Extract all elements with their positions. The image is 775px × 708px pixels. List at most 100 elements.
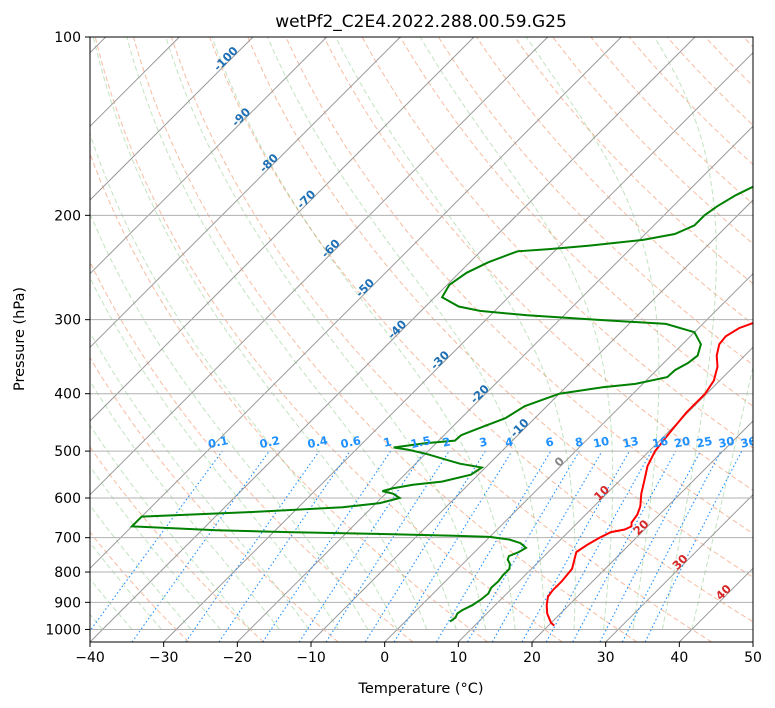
- mixing-ratio-label: 1.5: [409, 433, 432, 451]
- dry-adiabat: [90, 356, 339, 642]
- x-tick-label: 30: [597, 650, 615, 666]
- x-tick-label: 0: [380, 650, 389, 666]
- y-tick-label: 400: [54, 387, 81, 403]
- isotherm-line: [90, 37, 549, 496]
- mixing-ratio-line: [467, 450, 580, 642]
- y-tick-label: 600: [54, 491, 81, 507]
- mixing-ratio-label: 0.2: [258, 433, 281, 451]
- dewpoint-profile: [129, 185, 753, 623]
- mixing-ratio-label: 25: [695, 434, 714, 451]
- y-tick-label: 900: [54, 595, 81, 611]
- mixing-ratio-label: 6: [544, 435, 555, 450]
- moist-adiabat: [126, 37, 457, 630]
- y-tick-label: 300: [54, 313, 81, 329]
- plot-frame: [89, 36, 754, 643]
- mixing-ratio-line: [218, 450, 351, 642]
- temperature-profile: [545, 321, 753, 627]
- isotherm-line: [605, 493, 753, 642]
- isotherm-line: [90, 37, 328, 275]
- mixing-ratio-label: 2: [441, 435, 452, 450]
- x-tick-label: −10: [296, 650, 326, 666]
- moist-adiabat: [165, 37, 487, 630]
- dry-adiabat: [209, 37, 753, 623]
- mixing-ratio-line: [572, 450, 677, 642]
- y-tick-label: 200: [54, 208, 81, 224]
- isotherm-line: [90, 37, 696, 642]
- moist-adiabat: [90, 504, 192, 630]
- moist-adiabat: [653, 37, 717, 630]
- mixing-ratio-label: 20: [673, 434, 692, 451]
- x-axis-title: Temperature (°C): [357, 681, 483, 697]
- moist-adiabat: [90, 424, 251, 630]
- isotherm-line: [90, 37, 475, 422]
- mixing-ratio-line: [491, 450, 603, 642]
- isotherm-line: [384, 272, 753, 642]
- mixing-ratio-label: 0.1: [207, 433, 230, 451]
- mixing-ratio-label: 13: [621, 434, 640, 451]
- mixing-ratio-line: [435, 450, 552, 642]
- x-tick-label: 20: [523, 650, 541, 666]
- sounding-profiles: [129, 185, 753, 627]
- dry-adiabat: [285, 37, 753, 535]
- mixing-ratio-line: [90, 450, 223, 632]
- mixing-ratio-line: [185, 450, 320, 642]
- y-axis: 100 200 300 400 500 600 700 800 900 1000: [45, 30, 90, 638]
- x-tick-label: 10: [449, 650, 467, 666]
- dry-adiabat: [90, 531, 190, 642]
- mixing-ratio-label: 1: [382, 434, 393, 449]
- mixing-ratio-label: 8: [574, 435, 585, 450]
- y-tick-label: 800: [54, 565, 81, 581]
- x-axis: −40 −30 −20 −10 0 10 20 30 40 50: [75, 642, 762, 666]
- isotherm-line: [90, 37, 401, 349]
- x-tick-label: −30: [149, 650, 179, 666]
- y-tick-label: 700: [54, 531, 81, 547]
- dry-adiabat: [171, 37, 712, 642]
- y-tick-label: 100: [54, 30, 81, 46]
- x-tick-label: 40: [670, 650, 688, 666]
- mixing-ratio-line: [521, 450, 630, 642]
- isotherm-line: [163, 51, 753, 642]
- mixing-ratio-line: [545, 450, 653, 642]
- mixing-ratio-label: 0.6: [339, 433, 362, 451]
- y-tick-label: 500: [54, 444, 81, 460]
- mixing-ratio-label: 36: [739, 434, 758, 451]
- dry-adiabat: [552, 37, 753, 245]
- isotherm-line: [457, 346, 753, 642]
- dry-adiabat: [323, 37, 753, 491]
- y-axis-title: Pressure (hPa): [12, 287, 28, 391]
- x-tick-label: −40: [75, 650, 105, 666]
- isotherm-line: [310, 199, 753, 642]
- moist-adiabat: [525, 37, 660, 630]
- isotherm-line: [90, 37, 254, 201]
- mixing-ratio-line: [364, 450, 486, 642]
- x-tick-label: −20: [223, 650, 253, 666]
- mixing-ratio-label: 30: [717, 434, 736, 451]
- dry-adiabat: [94, 37, 563, 642]
- dry-adiabat: [90, 260, 414, 642]
- dry-adiabat: [399, 37, 753, 407]
- moist-adiabat: [419, 37, 614, 630]
- moist-adiabat: [335, 37, 576, 630]
- dry-adiabat: [437, 37, 753, 366]
- isotherm-line: [236, 125, 753, 642]
- y-tick-label: 1000: [45, 622, 81, 638]
- mixing-ratio-label: 16: [651, 434, 670, 451]
- mixing-ratio-label: 10: [592, 434, 611, 451]
- dry-adiabat: [247, 37, 753, 578]
- isotherm-line: [90, 37, 622, 570]
- dry-adiabat: [476, 37, 753, 325]
- dry-adiabat: [590, 37, 753, 205]
- moist-adiabat: [90, 465, 221, 630]
- mixing-ratio-label: 4: [504, 435, 515, 450]
- mixing-ratio-line: [131, 450, 270, 642]
- mixing-ratio-label: 3: [478, 435, 489, 450]
- moist-adiabat: [211, 37, 516, 630]
- mixing-ratio-label: 0.4: [306, 433, 329, 451]
- chart-title: wetPf2_C2E4.2022.288.00.59.G25: [275, 12, 567, 32]
- moist-adiabat: [267, 37, 546, 630]
- mixing-ratio-line: [393, 450, 513, 642]
- isotherm-line: [531, 420, 753, 642]
- dry-adiabat: [132, 37, 638, 642]
